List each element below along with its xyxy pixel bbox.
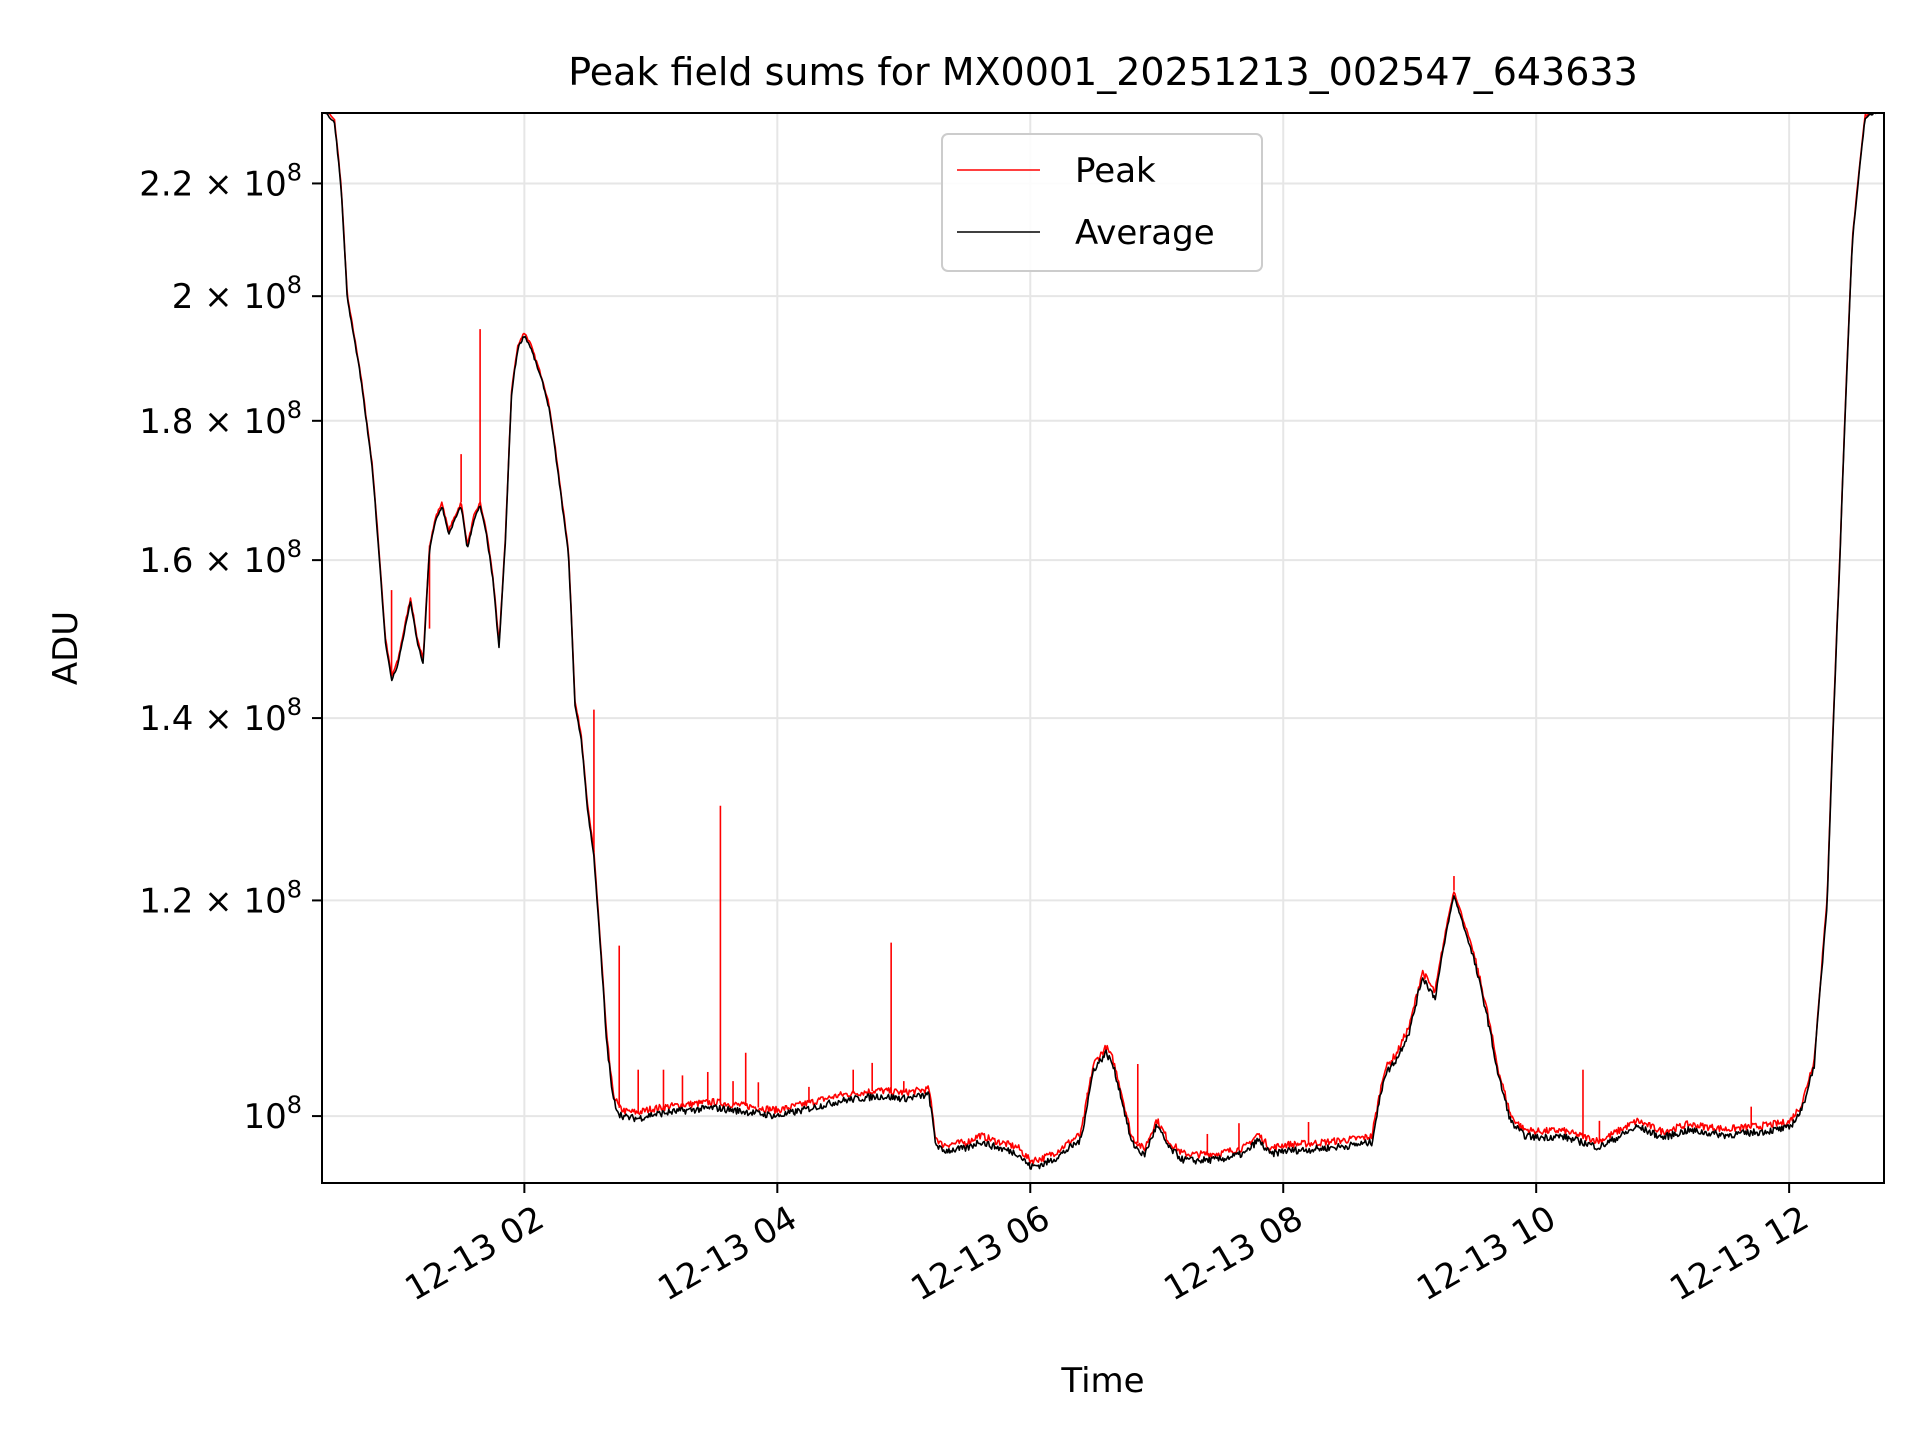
series-layer xyxy=(322,112,1884,1170)
legend-average-label: Average xyxy=(1075,213,1215,253)
chart-title: Peak field sums for MX0001_20251213_0025… xyxy=(568,50,1638,94)
plot-frame xyxy=(321,112,1885,1184)
legend: Peak Average xyxy=(941,133,1263,272)
legend-box xyxy=(941,133,1263,272)
y-axis-ticks: 108 1.2 × 108 1.4 × 108 1.6 × 108 1.8 × 108 2… xyxy=(139,158,322,1137)
y-tick-label: 2.2 × 108 xyxy=(139,158,302,204)
grid xyxy=(322,113,1884,1183)
y-tick-label: 1.8 × 108 xyxy=(139,396,302,442)
y-tick-label: 1.4 × 108 xyxy=(139,693,302,739)
y-tick-label: 1.2 × 108 xyxy=(139,875,302,921)
legend-peak-label: Peak xyxy=(1075,151,1156,191)
y-tick-label: 1.6 × 108 xyxy=(139,535,302,581)
y-tick-label: 2 × 108 xyxy=(172,271,302,317)
x-axis-label: Time xyxy=(1060,1361,1144,1401)
y-tick-label: 108 xyxy=(243,1091,302,1137)
series-line-average xyxy=(322,112,1884,1170)
y-axis-label: ADU xyxy=(46,611,86,685)
